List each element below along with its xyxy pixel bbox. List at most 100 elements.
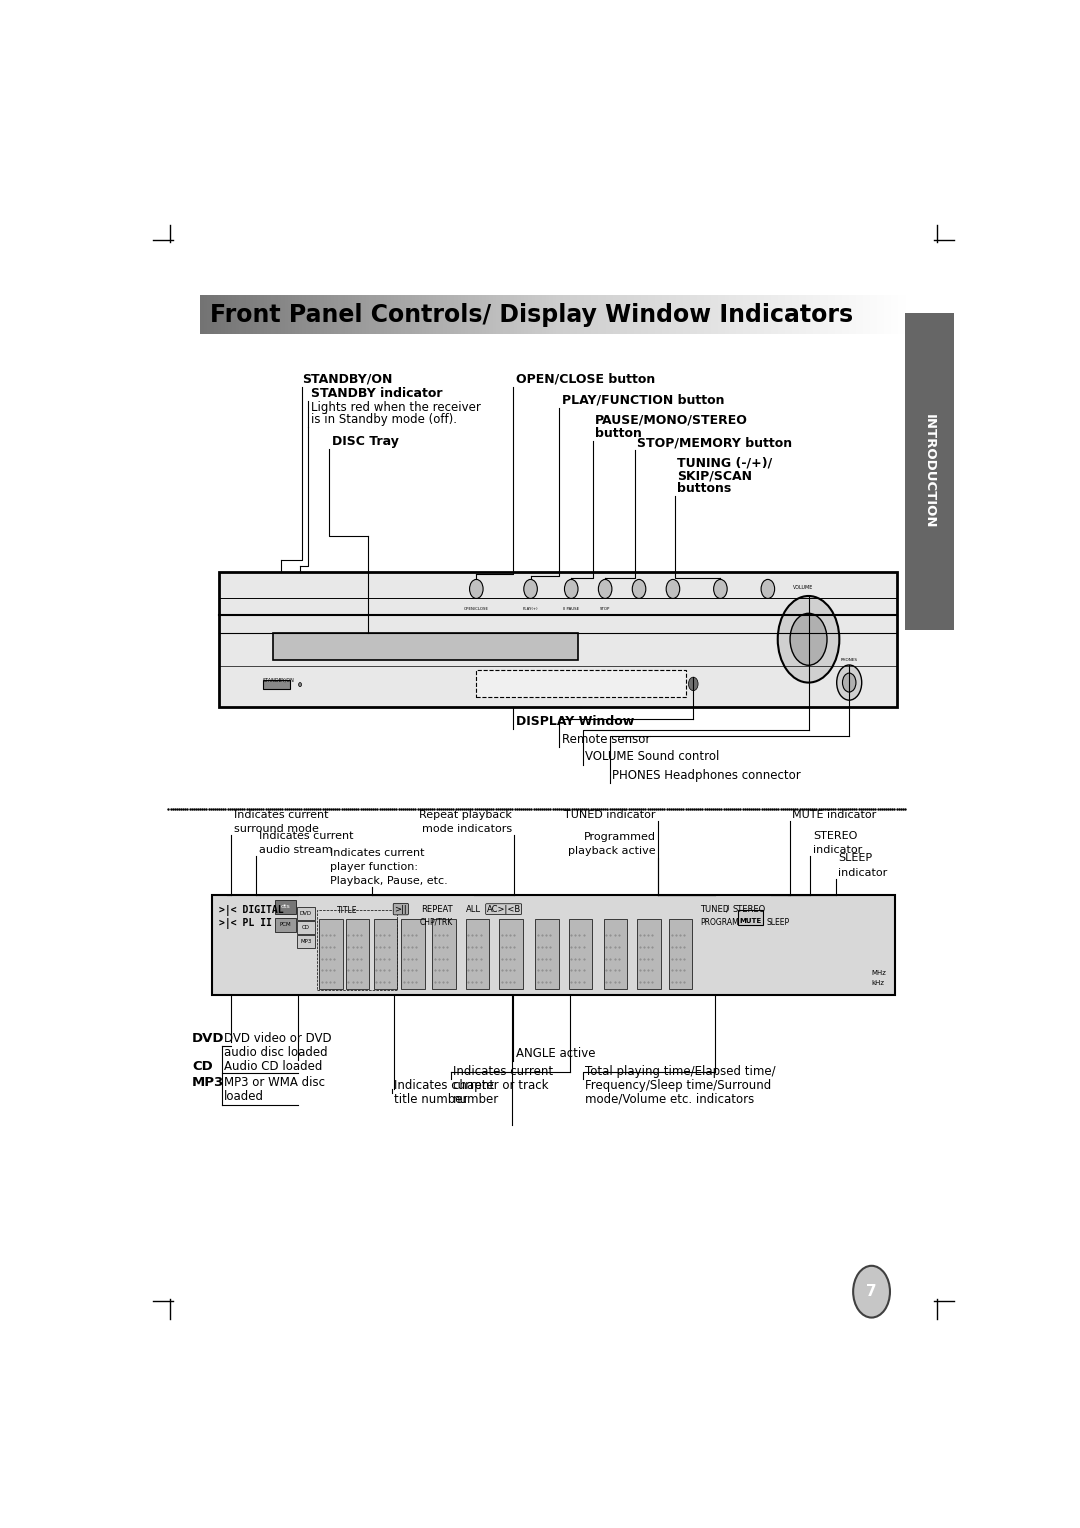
Bar [640,295,645,335]
Bar [426,295,430,335]
Bar [380,295,384,335]
Bar [257,295,261,335]
Bar [436,295,441,335]
Circle shape [761,579,774,599]
Text: PLAY(+): PLAY(+) [523,608,538,611]
Bar [693,295,698,335]
Text: TUNED: TUNED [700,905,729,914]
Bar [676,295,680,335]
Bar [707,295,712,335]
Bar [334,295,338,335]
Text: loaded: loaded [224,1091,264,1103]
Text: ALL: ALL [465,905,481,914]
Bar [401,918,424,989]
Bar [297,935,315,947]
Bar [528,295,532,335]
Circle shape [853,1265,890,1317]
Bar [464,295,469,335]
Bar [810,295,814,335]
Bar [813,295,818,335]
Text: CHP/TRK: CHP/TRK [420,917,453,926]
Text: buttons: buttons [677,483,731,495]
Text: SKIP/SCAN: SKIP/SCAN [677,469,753,483]
Bar [545,295,550,335]
Text: DVD video or DVD: DVD video or DVD [224,1031,332,1045]
Bar [422,295,427,335]
Text: MP3 or WMA disc: MP3 or WMA disc [224,1076,325,1089]
Bar [352,295,356,335]
Text: OPEN/CLOSE: OPEN/CLOSE [463,608,489,611]
Text: Frequency/Sleep time/Surround: Frequency/Sleep time/Surround [585,1079,771,1091]
Bar [631,295,635,335]
Bar [738,911,762,924]
Bar [394,295,399,335]
Bar [687,295,691,335]
Circle shape [853,1265,890,1317]
Bar [249,295,254,335]
Bar [897,295,903,335]
Text: PAUSE/MONO/STEREO: PAUSE/MONO/STEREO [595,414,748,426]
Text: STOP/MEMORY button: STOP/MEMORY button [637,437,793,449]
Bar [374,918,397,989]
Bar [740,295,744,335]
Bar [852,295,856,335]
Bar [232,295,237,335]
Bar [821,295,825,335]
Bar [415,295,420,335]
Bar [539,295,543,335]
Bar [866,295,870,335]
Bar [211,295,215,335]
Bar [690,295,694,335]
Bar [262,680,289,689]
Bar [535,295,539,335]
Text: OPEN/CLOSE button: OPEN/CLOSE button [516,373,656,385]
Circle shape [853,1265,890,1317]
Bar [679,295,684,335]
Text: STANDBY indicator: STANDBY indicator [311,387,443,400]
Circle shape [842,674,856,692]
Circle shape [853,1265,890,1317]
Text: Repeat playback: Repeat playback [419,810,512,821]
Bar [799,295,804,335]
Bar [338,295,342,335]
Bar [612,295,617,335]
Bar [330,295,335,335]
Bar [715,295,719,335]
Text: number: number [454,1093,499,1106]
Bar [212,895,895,995]
Bar [894,295,899,335]
Bar [306,295,310,335]
Bar [221,295,226,335]
Circle shape [853,1265,890,1317]
Bar [373,295,377,335]
Text: Programmed: Programmed [583,833,656,842]
Bar [645,295,649,335]
Bar [461,295,465,335]
Circle shape [853,1265,890,1317]
Bar [535,918,558,989]
Bar [454,295,458,335]
Bar [721,295,726,335]
Circle shape [853,1265,890,1317]
Bar [553,295,557,335]
Circle shape [666,579,679,599]
Bar [793,295,797,335]
Text: audio disc loaded: audio disc loaded [224,1045,327,1059]
Text: CD: CD [192,1060,213,1073]
Bar [267,295,271,335]
Bar [355,295,360,335]
Text: AC>|<B: AC>|<B [486,905,521,914]
Bar [503,295,508,335]
Bar [697,295,702,335]
Bar [807,295,811,335]
Text: DVD: DVD [299,911,312,915]
Bar [768,295,772,335]
Text: PHONES Headphones connector: PHONES Headphones connector [612,769,801,782]
Bar [838,295,842,335]
Bar [568,918,592,989]
Bar [525,295,529,335]
Text: MUTE indicator: MUTE indicator [792,810,876,821]
Bar [218,295,222,335]
Circle shape [837,665,862,700]
Bar [204,295,208,335]
